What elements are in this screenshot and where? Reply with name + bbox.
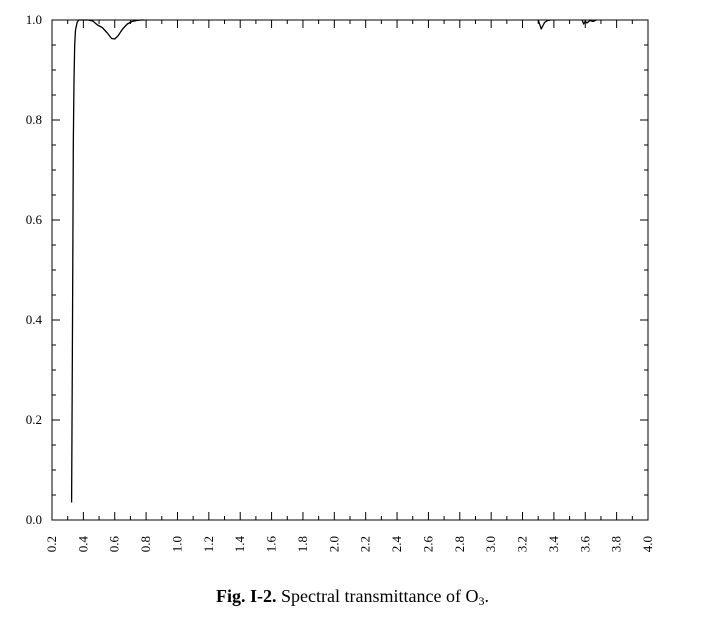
- x-tick-label: 1.8: [295, 536, 310, 552]
- x-tick-label: 0.4: [75, 536, 90, 553]
- figure-caption: Fig. I-2. Spectral transmittance of O3.: [0, 586, 705, 609]
- x-tick-label: 2.2: [358, 536, 373, 552]
- x-tick-label: 2.6: [420, 536, 435, 553]
- x-tick-label: 3.6: [577, 536, 592, 553]
- x-tick-label: 2.4: [389, 536, 404, 553]
- x-tick-label: 0.8: [138, 536, 153, 552]
- caption-label: Fig. I-2.: [216, 586, 277, 606]
- y-tick-label: 1.0: [26, 12, 42, 27]
- x-tick-label: 3.0: [483, 536, 498, 552]
- x-tick-label: 1.6: [264, 536, 279, 553]
- x-tick-label: 2.0: [326, 536, 341, 552]
- x-tick-label: 1.2: [201, 536, 216, 552]
- x-tick-label: 3.4: [546, 536, 561, 553]
- x-tick-label: 4.0: [640, 536, 655, 552]
- x-tick-label: 2.8: [452, 536, 467, 552]
- y-tick-label: 0.0: [26, 512, 42, 527]
- x-tick-label: 1.4: [232, 536, 247, 553]
- transmittance-line-1: [70, 19, 145, 503]
- x-tick-label: 3.8: [609, 536, 624, 552]
- plot-frame: [51, 19, 649, 521]
- x-tick-label: 1.0: [169, 536, 184, 552]
- y-tick-label: 0.6: [26, 212, 43, 227]
- transmittance-line-2: [537, 19, 551, 30]
- x-tick-label: 0.6: [107, 536, 122, 553]
- caption-end: .: [484, 586, 489, 606]
- caption-text: Spectral transmittance of O: [276, 586, 479, 606]
- transmittance-line-3: [581, 19, 597, 25]
- y-tick-label: 0.2: [26, 412, 42, 427]
- transmittance-chart: 0.2 0.4 0.6 0.8 1.0 1.2 1.4 1.6 1.8 2.0 2.2 2.4 2.6 2…: [26, 12, 655, 553]
- y-tick-label: 0.4: [26, 312, 43, 327]
- caption-subscript: 3: [478, 594, 485, 608]
- x-tick-label: 0.2: [44, 536, 59, 552]
- y-tick-label: 0.8: [26, 112, 42, 127]
- x-tick-label: 3.2: [515, 536, 530, 552]
